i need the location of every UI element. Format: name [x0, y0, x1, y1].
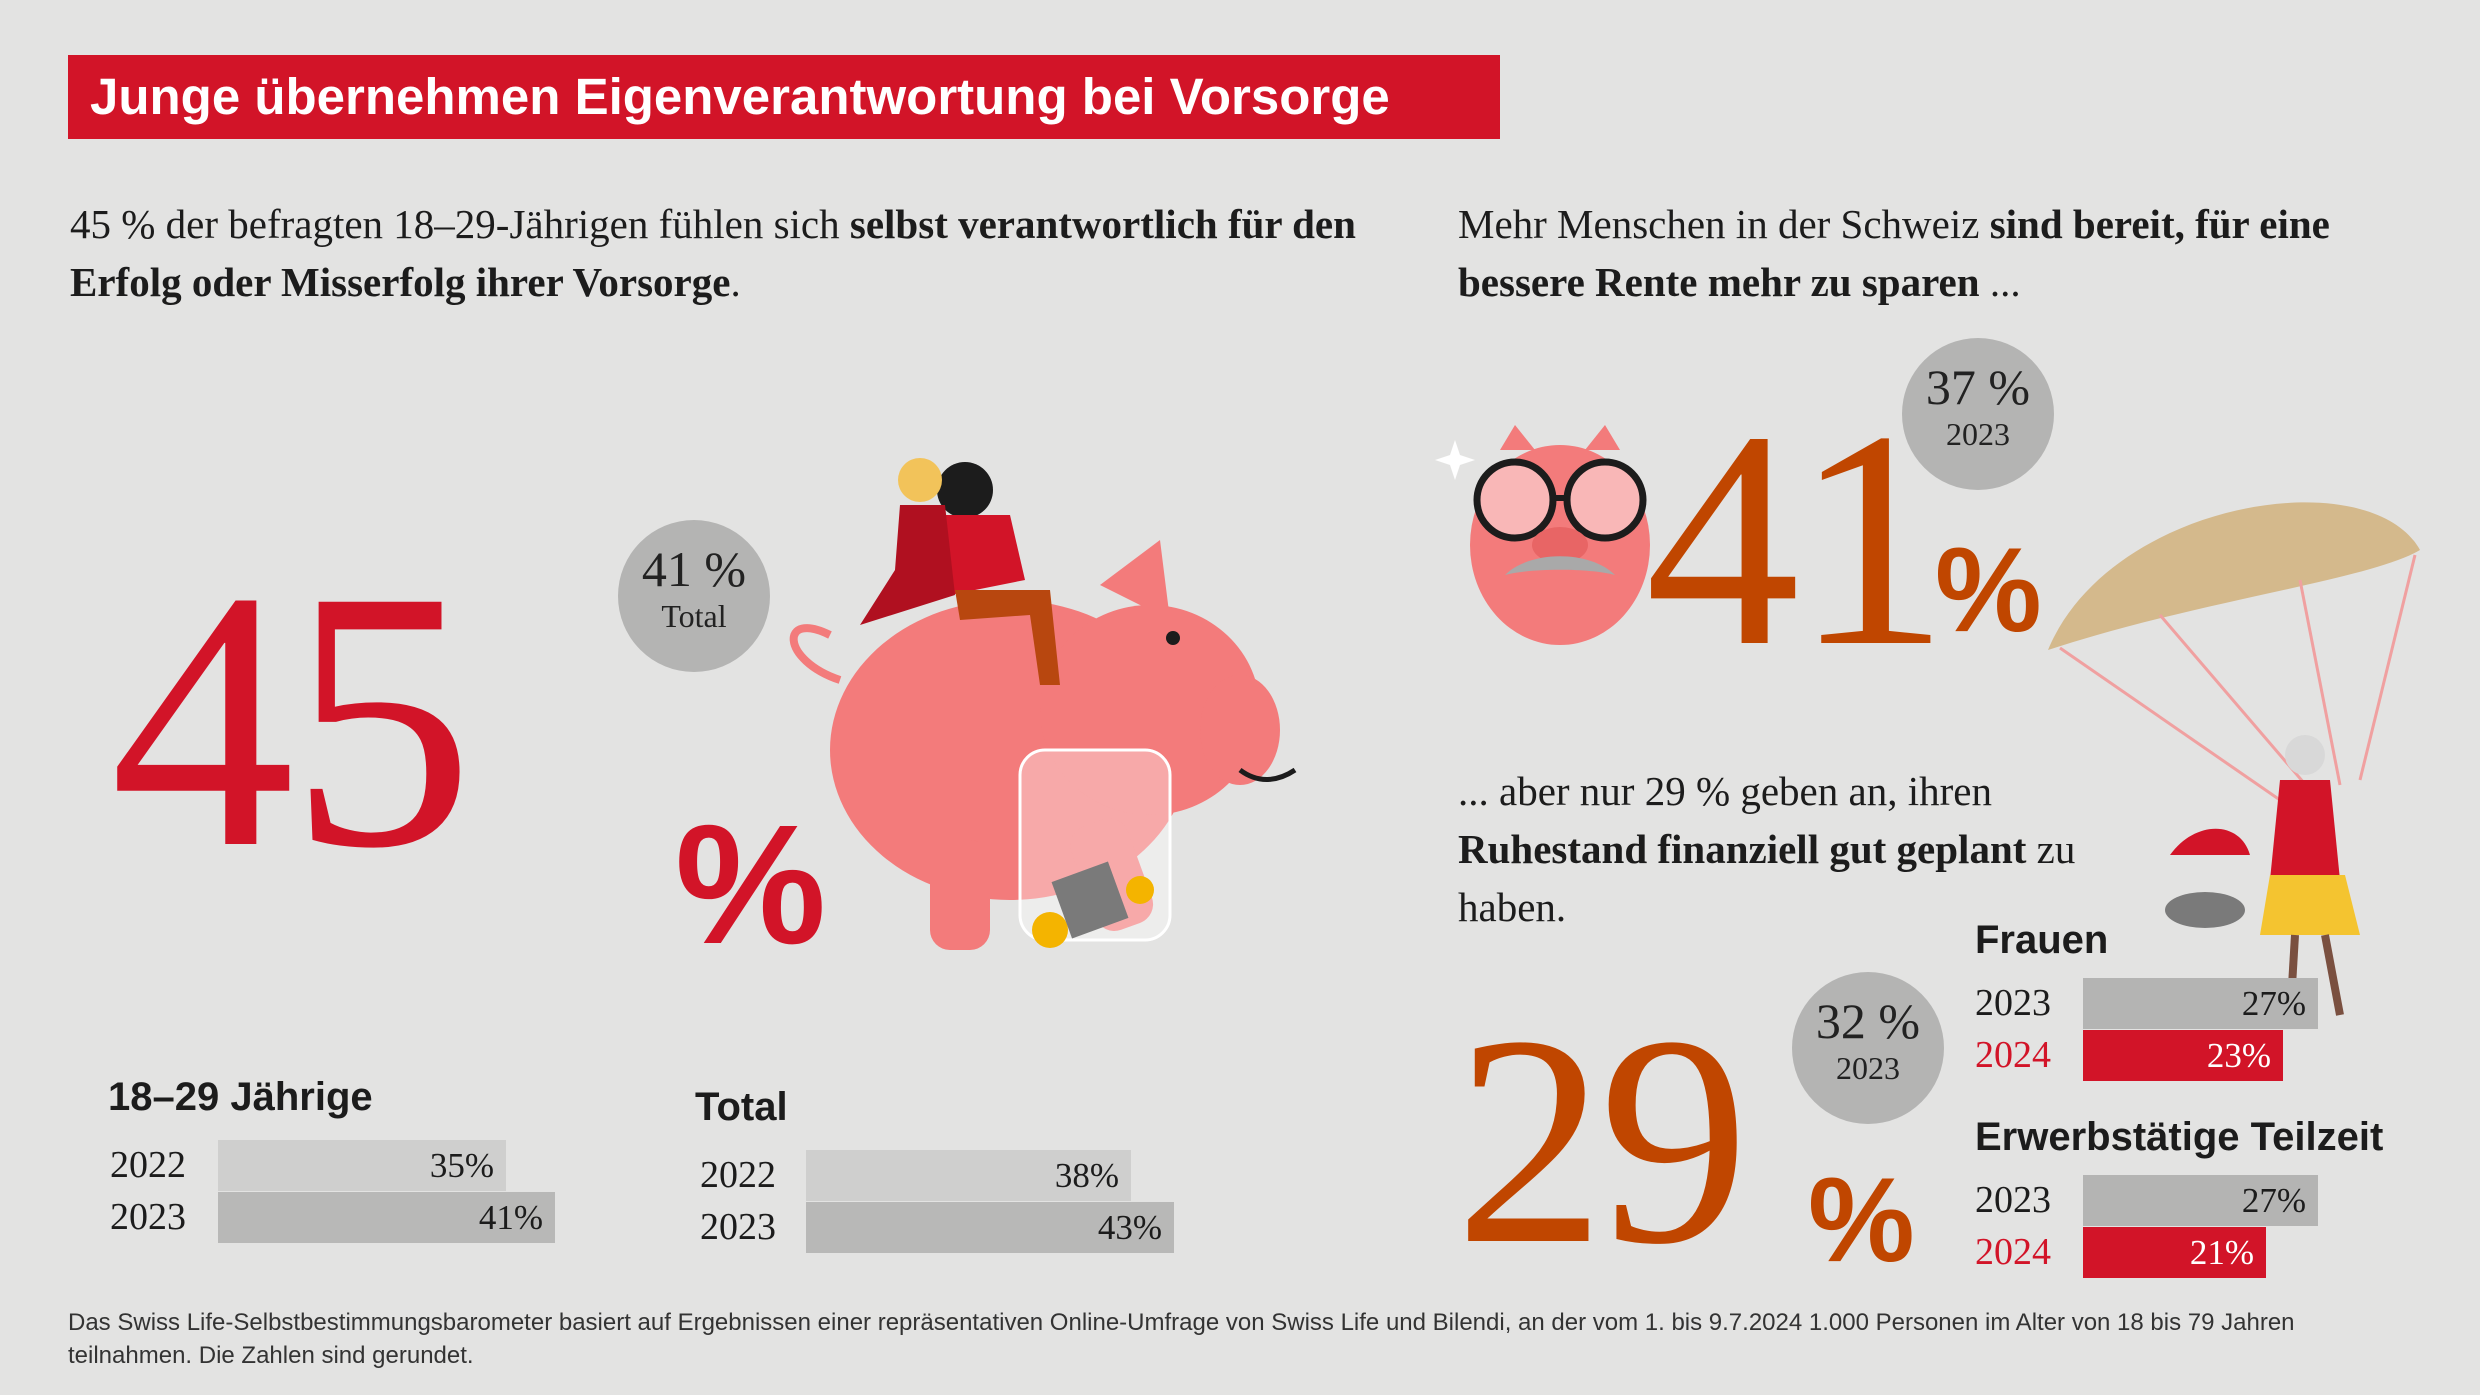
sparkle-icon [1435, 440, 1475, 480]
bar-chart-total: 2022 38% 2023 43% [700, 1150, 1260, 1260]
bar: 35% [218, 1140, 506, 1191]
piggy-glasses-illustration [1435, 425, 1650, 645]
bar: 23% [2083, 1030, 2283, 1081]
big-number-29: 29 [1455, 974, 1749, 1306]
bar-year-label: 2023 [1975, 1179, 2051, 1221]
bar-year-label: 2022 [700, 1154, 776, 1196]
right-intro-text: Mehr Menschen in der Schweiz sind bereit… [1458, 195, 2418, 311]
bar-chart-frauen: 2023 27% 2024 23% [1975, 978, 2375, 1081]
bar-year-label: 2024 [1975, 1231, 2051, 1273]
bar: 27% [2083, 1175, 2318, 1226]
bar-year-label: 2022 [110, 1144, 186, 1186]
bubble-mid-value: 32 % [1815, 993, 1921, 1049]
bar-row: 2024 21% [1975, 1227, 2318, 1278]
left-intro-bold: selbst verantwortlich für den Erfolg ode… [70, 201, 1356, 305]
left-intro-pre: 45 % der befragten 18–29-Jährigen fühlen… [70, 201, 850, 247]
bar-value-label: 27% [2241, 1181, 2306, 1220]
pig-snout-icon [1200, 675, 1280, 785]
left-intro-text: 45 % der befragten 18–29-Jährigen fühlen… [70, 195, 1400, 311]
bar-value-label: 27% [2241, 984, 2306, 1023]
grandma-head-icon [2285, 735, 2325, 775]
bar-value-label: 23% [2206, 1036, 2271, 1075]
person-man-icon [937, 462, 993, 518]
big-number-45: 45 [110, 515, 474, 925]
bar-year-label: 2023 [1975, 982, 2051, 1024]
bar: 41% [218, 1192, 555, 1243]
glasses-icon [1473, 458, 1557, 542]
bubble-2023-mid: 32 % 2023 [1792, 972, 1944, 1124]
bar: 43% [806, 1202, 1174, 1253]
footnote: Das Swiss Life-Selbstbestimmungsbaromete… [68, 1309, 2295, 1369]
person-woman-icon [898, 458, 942, 502]
right-intro-bold: sind bereit, für eine bessere Rente mehr… [1458, 201, 2330, 305]
bar-value-label: 21% [2189, 1233, 2254, 1272]
pig-eye-icon [1166, 631, 1180, 645]
bubble-total-value: 41 % [641, 541, 747, 597]
bar-value-label: 41% [478, 1198, 543, 1237]
mustache-icon [1505, 556, 1615, 575]
left-intro-post: . [730, 259, 741, 305]
group-title-teilzeit: Erwerbstätige Teilzeit [1975, 1115, 2384, 1159]
parachute-illustration [2048, 502, 2420, 1021]
dog-icon [2165, 892, 2245, 928]
bar-row: 2023 41% [110, 1192, 588, 1243]
pig-ear-left-icon [1500, 425, 1535, 450]
bar: 27% [2083, 978, 2318, 1029]
small-parachute-icon [2170, 828, 2250, 855]
bar-chart-18-29: 2022 35% 2023 41% [110, 1140, 610, 1250]
bubble-2023-top: 37 % 2023 [1902, 338, 2054, 490]
big-percent-29: % [1808, 1153, 1915, 1287]
big-percent-45: % [675, 790, 827, 980]
bar-row: 2023 43% [700, 1202, 1191, 1253]
group-title-frauen: Frauen [1975, 918, 2109, 962]
bar-row: 2023 27% [1975, 1175, 2318, 1226]
bar-row: 2022 38% [700, 1150, 1191, 1201]
pig-tail-icon [789, 624, 842, 684]
bar-row: 2022 35% [110, 1140, 588, 1191]
pig-ear-right-icon [1585, 425, 1620, 450]
right-intro-post: ... [1979, 259, 2021, 305]
right-mid-bold: Ruhestand finanziell gut geplant [1458, 826, 2027, 872]
bar: 38% [806, 1150, 1131, 1201]
group-title-total: Total [695, 1085, 788, 1129]
right-mid-post: zu haben. [1458, 826, 2076, 930]
bar-row: 2024 23% [1975, 1030, 2318, 1081]
right-mid-pre: ... aber nur 29 % geben an, ihren [1458, 768, 1992, 814]
title-banner: Junge übernehmen Eigenverantwortung bei … [68, 55, 1500, 139]
bar-year-label: 2023 [110, 1196, 186, 1238]
bar-value-label: 43% [1097, 1208, 1162, 1247]
bar-value-label: 35% [429, 1146, 494, 1185]
right-mid-text: ... aber nur 29 % geben an, ihren Ruhest… [1458, 762, 2098, 936]
big-number-41: 41 [1645, 368, 1949, 711]
bar-row: 2023 27% [1975, 978, 2318, 1029]
bar-year-label: 2023 [700, 1206, 776, 1248]
page-title: Junge übernehmen Eigenverantwortung bei … [90, 68, 1390, 125]
bar-year-label: 2024 [1975, 1034, 2051, 1076]
big-percent-41: % [1935, 523, 2042, 657]
bubble-total: 41 % Total [618, 520, 770, 672]
right-intro-pre: Mehr Menschen in der Schweiz [1458, 201, 1990, 247]
bubble-total-label: Total [661, 598, 727, 634]
group-title-18-29: 18–29 Jährige [108, 1075, 373, 1119]
bar-value-label: 38% [1054, 1156, 1119, 1195]
piggy-bank-illustration [789, 458, 1297, 950]
pig-ear-icon [1100, 540, 1170, 620]
parachute-icon [2048, 502, 2420, 650]
bar-chart-teilzeit: 2023 27% 2024 21% [1975, 1175, 2375, 1278]
bar: 21% [2083, 1227, 2266, 1278]
bubble-mid-label: 2023 [1836, 1050, 1900, 1086]
bubble-top-label: 2023 [1946, 416, 2010, 452]
bubble-top-value: 37 % [1925, 359, 2031, 415]
